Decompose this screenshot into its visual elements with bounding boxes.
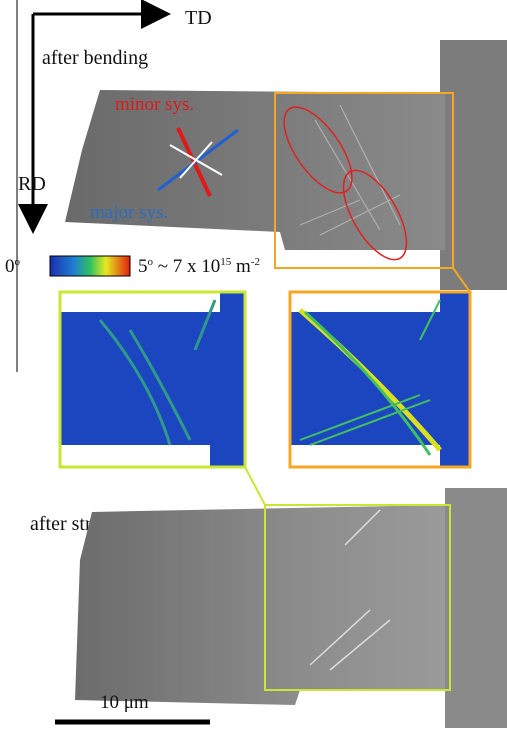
sup: 15	[220, 256, 232, 268]
scale-label: 10 μm	[100, 692, 149, 713]
rd-label: RD	[18, 173, 46, 195]
inset-right	[290, 292, 470, 467]
grip	[440, 40, 507, 290]
minor-label: minor sys.	[115, 94, 194, 115]
grip	[445, 488, 507, 728]
td-label: TD	[185, 7, 212, 29]
text: ~ 7 x 10	[153, 256, 220, 277]
inset-left	[60, 292, 245, 467]
text: 0	[5, 256, 15, 277]
colorbar-high: 5o ~ 7 x 1015 m-2	[138, 256, 260, 277]
bending-label: after bending	[42, 47, 148, 69]
text: 5	[138, 256, 148, 277]
connector	[245, 467, 265, 505]
colorbar	[50, 256, 130, 276]
sup: -2	[251, 256, 260, 268]
sup: o	[15, 256, 21, 268]
specimen	[75, 505, 445, 705]
page: TD RD after bending minor sys. major sys…	[0, 0, 507, 728]
text: m	[231, 256, 251, 277]
figure: TD RD after bending minor sys. major sys…	[0, 0, 507, 728]
major-label: major sys.	[90, 202, 168, 223]
colorbar-low: 0o	[5, 256, 21, 277]
